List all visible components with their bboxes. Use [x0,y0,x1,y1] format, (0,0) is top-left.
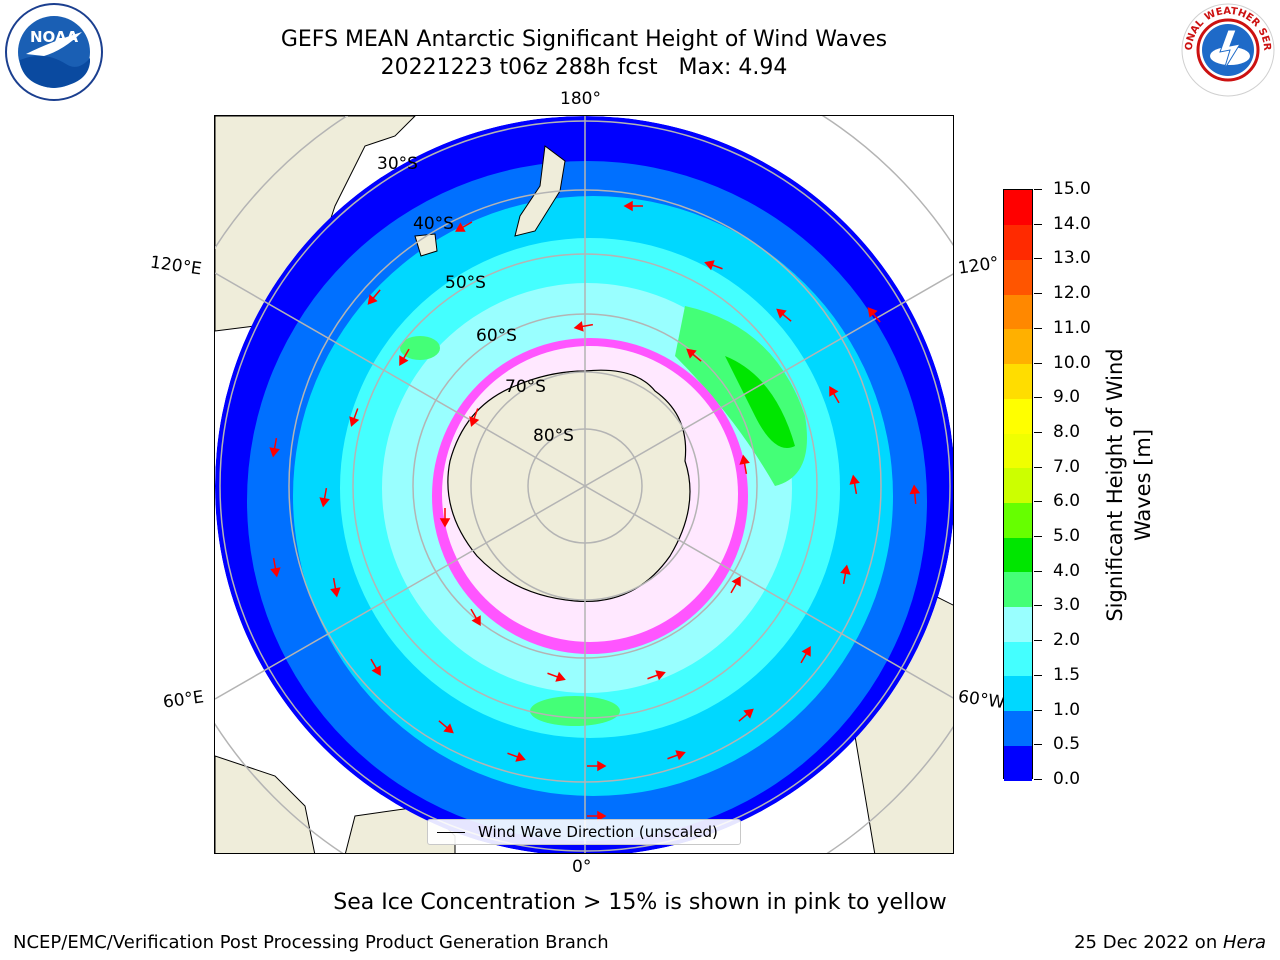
colorbar-segment [1004,537,1032,573]
colorbar-segment [1004,606,1032,642]
colorbar-tick-label: 2.0 [1053,630,1081,651]
colorbar [1003,189,1033,781]
colorbar-tick [1034,189,1042,190]
colorbar-tick-label: 15.0 [1053,179,1091,199]
colorbar-tick-label: 5.0 [1053,526,1081,547]
latitude-labels: 30°S 40°S 50°S 60°S 70°S 80°S [377,154,574,446]
colorbar-tick-label: 0.5 [1053,734,1081,755]
title-line-1: GEFS MEAN Antarctic Significant Height o… [280,27,888,52]
colorbar-segment [1004,398,1032,434]
colorbar-tick [1034,501,1042,503]
wave-band-4-0-patch [725,356,795,448]
colorbar-tick-label: 1.5 [1053,664,1081,685]
colorbar-segment [1004,328,1032,365]
colorbar-tick [1034,223,1042,225]
colorbar-segment [1004,190,1032,226]
colorbar-tick [1034,431,1042,433]
title-line-2: 20221223 t06z 288h fcst Max: 4.94 [380,55,788,80]
colorbar-tick-label: 11.0 [1053,317,1091,338]
nws-logo: NATIONAL WEATHER SERVICE [1174,0,1278,100]
colorbar-tick-label: 13.0 [1053,248,1091,269]
colorbar-tick-label: 0.0 [1053,769,1081,789]
wave-band-3-0-patch-3 [400,336,440,360]
antarctica-land [447,369,691,603]
colorbar-title-line-1: Significant Height of Wind [1103,348,1127,622]
colorbar-tick-label: 14.0 [1053,213,1091,234]
colorbar-segment [1004,467,1032,503]
lon-label-lower-left: 60°E [161,687,206,713]
colorbar-tick [1034,362,1042,364]
wave-band-3-0-patch-2 [530,696,620,726]
colorbar-tick-label: 7.0 [1053,456,1081,477]
noaa-logo: NOAA [4,2,104,102]
map-legend: Wind Wave Direction (unscaled) [427,819,741,845]
legend-line-swatch [437,832,465,833]
legend-label: Wind Wave Direction (unscaled) [478,823,718,841]
lat-label-30: 30°S [377,154,418,174]
wind-wave-arrows [269,200,921,822]
colorbar-segment [1004,294,1032,330]
colorbar-segment [1004,502,1032,538]
lat-label-50: 50°S [445,273,486,293]
colorbar-segment [1004,641,1032,677]
colorbar-segment [1004,432,1032,469]
colorbar-segment [1004,259,1032,295]
colorbar-tick [1034,293,1042,295]
lon-label-top: 180° [560,89,601,109]
colorbar-segment [1004,571,1032,608]
footer-date-text: 25 Dec 2022 on [1074,932,1223,953]
polar-map-canvas: 30°S 40°S 50°S 60°S 70°S 80°S [215,116,953,853]
footer-date: 25 Dec 2022 on Hera [1074,932,1266,953]
lon-label-upper-right: 120° [956,253,1001,279]
colorbar-tick [1034,570,1042,572]
colorbar-tick-label: 3.0 [1053,595,1081,616]
colorbar-tick [1034,709,1042,711]
colorbar-tick-label: 12.0 [1053,283,1091,304]
colorbar-tick [1034,779,1042,780]
footer-machine: Hera [1222,932,1266,953]
colorbar-tick [1034,674,1042,676]
map-title: GEFS MEAN Antarctic Significant Height o… [0,26,1168,82]
graticule [215,116,953,853]
polar-map: 30°S 40°S 50°S 60°S 70°S 80°S [214,115,954,854]
colorbar-segment [1004,363,1032,399]
colorbar-tick [1034,258,1042,260]
lat-label-40: 40°S [413,214,454,234]
colorbar-tick [1034,536,1042,538]
colorbar-tick-label: 9.0 [1053,387,1081,408]
footer-credit: NCEP/EMC/Verification Post Processing Pr… [13,932,609,953]
lat-label-60: 60°S [476,326,517,346]
lon-label-lower-right: 60°W [956,686,1007,714]
colorbar-title: Significant Height of Wind Waves [m] [1101,348,1157,621]
colorbar-title-line-2: Waves [m] [1131,428,1155,542]
africa-land [215,755,316,853]
noaa-logo-text: NOAA [30,28,79,46]
new-zealand-land [514,145,566,237]
colorbar-tick [1034,397,1042,399]
colorbar-tick [1034,744,1042,746]
colorbar-tick-label: 6.0 [1053,491,1081,512]
colorbar-segment [1004,675,1032,712]
lat-label-80: 80°S [533,426,574,446]
colorbar-tick [1034,640,1042,642]
colorbar-tick [1034,327,1042,329]
colorbar-segment [1004,745,1032,781]
sea-ice-note: Sea Ice Concentration > 15% is shown in … [333,890,947,915]
colorbar-tick-label: 1.0 [1053,699,1081,720]
lat-label-70: 70°S [505,377,546,397]
colorbar-segment [1004,224,1032,260]
colorbar-segment [1004,710,1032,746]
colorbar-tick-label: 10.0 [1053,352,1091,373]
lon-label-bottom: 0° [572,857,592,877]
colorbar-tick [1034,466,1042,468]
colorbar-tick-label: 8.0 [1053,421,1081,442]
colorbar-tick-label: 4.0 [1053,560,1081,581]
colorbar-tick [1034,605,1042,607]
lon-label-upper-left: 120°E [148,252,203,280]
